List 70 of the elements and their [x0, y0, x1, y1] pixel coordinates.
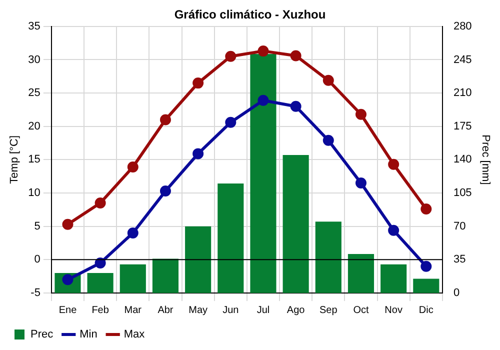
bar — [185, 226, 212, 293]
point — [258, 94, 269, 106]
point — [192, 148, 204, 160]
bar — [380, 264, 407, 293]
y-tick-label: 0 — [34, 254, 40, 266]
y2-axis-title: Prec [mm] — [479, 134, 492, 185]
point — [420, 204, 432, 215]
chart-title: Gráfico climático - Xuzhou — [174, 8, 326, 22]
point — [192, 78, 204, 89]
point — [355, 178, 366, 189]
bar — [152, 258, 179, 293]
y2-tick-label: 35 — [453, 254, 466, 266]
point — [290, 50, 302, 62]
bar — [282, 154, 309, 293]
point — [127, 162, 138, 173]
bar — [87, 273, 114, 293]
x-tick-label: Abr — [158, 304, 174, 316]
point — [322, 134, 334, 146]
y2-tick-label: 140 — [453, 154, 472, 166]
x-tick-label: Ago — [286, 304, 306, 316]
point — [160, 186, 171, 197]
point — [322, 74, 334, 86]
y2-tick-label: 245 — [453, 54, 472, 66]
x-tick-label: Nov — [384, 304, 402, 316]
y2-tick-label: 280 — [453, 20, 472, 32]
point — [355, 108, 366, 120]
y-tick-label: 10 — [28, 187, 40, 200]
y2-tick-label: 0 — [453, 287, 460, 300]
point — [225, 116, 236, 128]
bar — [413, 278, 440, 293]
point — [290, 100, 302, 112]
point — [62, 218, 74, 230]
legend-label: Max — [124, 328, 146, 341]
point — [160, 114, 171, 126]
point — [225, 50, 236, 62]
x-tick-label: Ene — [58, 304, 78, 316]
point — [258, 46, 269, 57]
x-tick-label: Dic — [418, 304, 434, 316]
x-tick-label: Feb — [92, 304, 110, 316]
bar — [348, 254, 374, 293]
bar — [315, 222, 342, 293]
x-tick-label: Sep — [320, 304, 338, 316]
x-tick-label: Oct — [353, 304, 369, 316]
x-tick-label: Jul — [256, 304, 270, 316]
y-tick-label: 25 — [28, 87, 40, 100]
legend-label: Min — [80, 328, 98, 341]
y2-tick-label: 70 — [453, 220, 466, 232]
y-tick-label: 15 — [28, 154, 40, 166]
point — [127, 228, 138, 239]
y-tick-label: 20 — [28, 120, 40, 132]
y-axis-title: Temp [°C] — [8, 135, 21, 184]
x-tick-label: Jun — [222, 304, 239, 316]
x-tick-label: May — [188, 304, 208, 316]
x-tick-label: Mar — [124, 304, 142, 316]
y2-tick-label: 210 — [453, 87, 472, 100]
point — [420, 260, 432, 272]
point — [388, 224, 400, 236]
y-tick-label: 35 — [28, 20, 40, 32]
point — [388, 158, 400, 170]
bar — [218, 184, 244, 293]
y2-tick-label: 175 — [453, 120, 472, 132]
point — [94, 258, 106, 269]
legend-label: Prec — [30, 328, 54, 341]
y-tick-label: -5 — [30, 287, 40, 300]
y-tick-label: 5 — [34, 220, 40, 232]
point — [94, 198, 106, 209]
bar — [250, 54, 276, 293]
bar — [120, 264, 146, 293]
y2-tick-label: 105 — [453, 187, 472, 200]
y-tick-label: 30 — [28, 54, 40, 66]
